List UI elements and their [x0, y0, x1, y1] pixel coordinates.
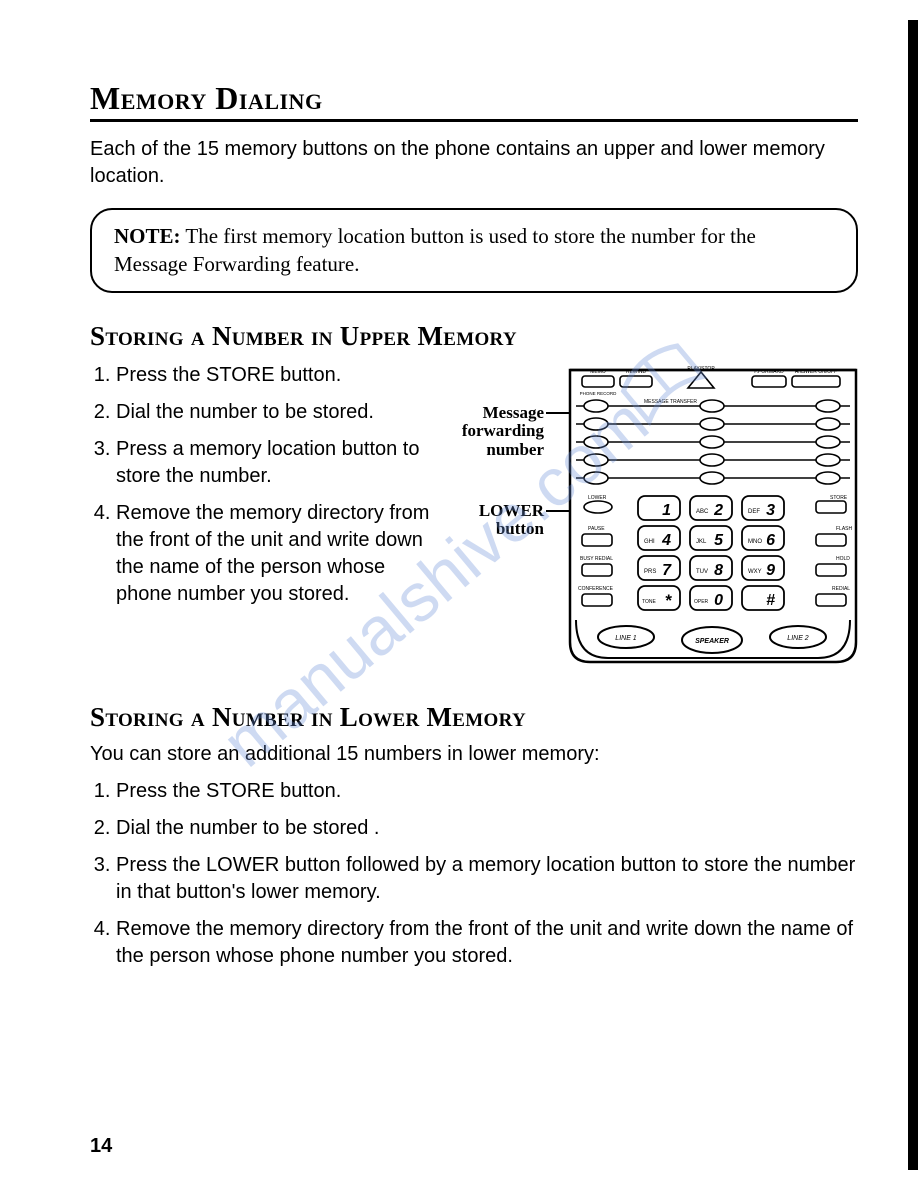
note-label: NOTE:: [114, 224, 181, 248]
list-item: Dial the number to be stored.: [116, 399, 440, 426]
svg-text:0: 0: [714, 592, 723, 609]
upper-steps-col: Press the STORE button. Dial the number …: [90, 362, 440, 618]
note-box: NOTE: The first memory location button i…: [90, 208, 858, 293]
svg-text:HOLD: HOLD: [836, 556, 850, 562]
list-item: Dial the number to be stored .: [116, 815, 858, 842]
list-item: Press the STORE button.: [116, 362, 440, 389]
svg-text:STORE: STORE: [830, 495, 848, 501]
svg-text:MNO: MNO: [748, 539, 762, 545]
svg-text:5: 5: [714, 532, 724, 549]
lower-steps-list: Press the STORE button. Dial the number …: [90, 778, 858, 970]
list-item: Remove the memory directory from the fro…: [116, 500, 440, 608]
svg-text:9: 9: [766, 562, 775, 579]
intro-text: Each of the 15 memory buttons on the pho…: [90, 136, 858, 190]
svg-text:7: 7: [662, 562, 672, 579]
svg-text:ABC: ABC: [696, 509, 709, 515]
svg-text:3: 3: [766, 502, 775, 519]
svg-text:LINE 2: LINE 2: [787, 635, 809, 642]
svg-text:F.FORWARD: F.FORWARD: [754, 369, 784, 375]
svg-text:REDIAL: REDIAL: [832, 586, 850, 592]
svg-text:FLASH: FLASH: [836, 526, 853, 532]
svg-text:CONFERENCE: CONFERENCE: [578, 586, 614, 592]
svg-text:WXY: WXY: [748, 569, 762, 575]
list-item: Press a memory location button to store …: [116, 436, 440, 490]
svg-text:PHONE RECORD: PHONE RECORD: [580, 391, 618, 396]
callout-msg-fwd: Message forwarding number: [452, 404, 544, 460]
svg-text:LINE 1: LINE 1: [615, 635, 637, 642]
page-number: 14: [90, 1135, 112, 1158]
svg-text:PRS: PRS: [644, 569, 656, 575]
phone-icon: MEMO REWIND PLAY/STOP F.FORWARD ANSWER O…: [568, 362, 858, 672]
svg-text:SPEAKER: SPEAKER: [695, 638, 729, 645]
svg-text:GHI: GHI: [644, 539, 655, 545]
phone-diagram: Message forwarding number LOWER button: [458, 362, 858, 672]
lower-intro: You can store an additional 15 numbers i…: [90, 743, 858, 766]
list-item: Remove the memory directory from the fro…: [116, 916, 858, 970]
upper-steps-list: Press the STORE button. Dial the number …: [90, 362, 440, 608]
note-text: The first memory location button is used…: [114, 224, 756, 276]
svg-text:6: 6: [766, 532, 775, 549]
svg-text:#: #: [766, 592, 775, 609]
phone-figure-col: Message forwarding number LOWER button: [458, 362, 858, 672]
svg-text:PAUSE: PAUSE: [588, 526, 605, 532]
svg-text:4: 4: [661, 532, 671, 549]
svg-text:ANSWER ON/OFF: ANSWER ON/OFF: [795, 369, 837, 375]
svg-text:MEMO: MEMO: [590, 369, 606, 375]
svg-text:REWIND: REWIND: [626, 369, 647, 375]
subtitle-lower: Storing a Number in Lower Memory: [90, 702, 858, 733]
svg-text:1: 1: [662, 502, 671, 519]
svg-text:2: 2: [713, 502, 723, 519]
upper-section: Press the STORE button. Dial the number …: [90, 362, 858, 672]
svg-text:PLAY/STOP: PLAY/STOP: [687, 366, 715, 372]
svg-text:8: 8: [714, 562, 723, 579]
svg-text:TUV: TUV: [696, 569, 708, 575]
page-content: Memory Dialing Each of the 15 memory but…: [0, 0, 918, 1020]
list-item: Press the LOWER button followed by a mem…: [116, 852, 858, 906]
svg-text:OPER: OPER: [694, 599, 709, 605]
svg-text:DEF: DEF: [748, 509, 760, 515]
page-title: Memory Dialing: [90, 80, 858, 122]
list-item: Press the STORE button.: [116, 778, 858, 805]
svg-text:TONE: TONE: [642, 599, 656, 605]
svg-text:JKL: JKL: [696, 539, 707, 545]
svg-text:MESSAGE TRANSFER: MESSAGE TRANSFER: [644, 399, 697, 405]
svg-text:*: *: [665, 591, 672, 610]
subtitle-upper: Storing a Number in Upper Memory: [90, 321, 858, 352]
callout-lower: LOWER button: [468, 502, 544, 539]
svg-text:LOWER: LOWER: [588, 495, 607, 501]
svg-text:BUSY REDIAL: BUSY REDIAL: [580, 556, 613, 562]
